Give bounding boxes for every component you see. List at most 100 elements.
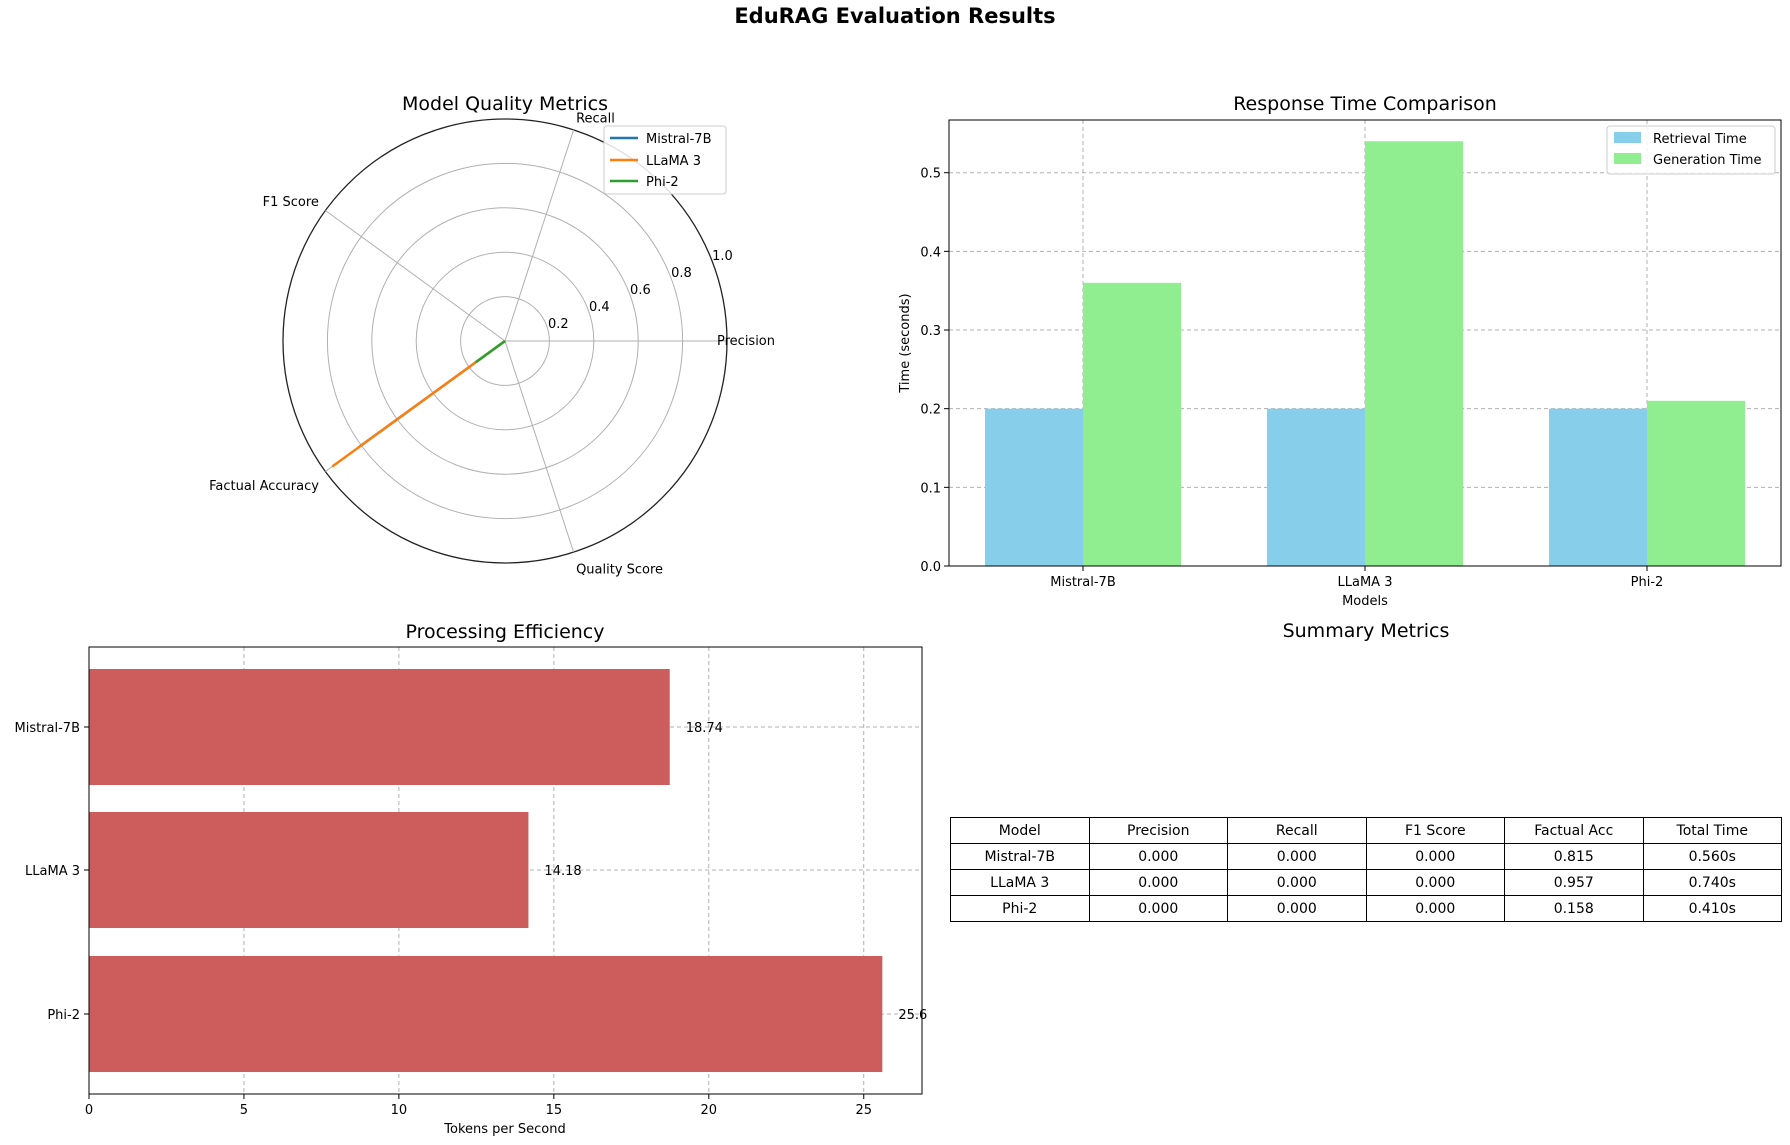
response-time-bars: [985, 141, 1745, 566]
x-tick-label: 15: [546, 1103, 563, 1118]
radar-legend: Mistral-7B LLaMA 3 Phi-2: [603, 125, 727, 195]
bar-generation-time: [1083, 282, 1181, 566]
bar-generation-time: [1365, 141, 1463, 566]
radar-spoke: [325, 210, 506, 342]
bar-retrieval-time: [1549, 408, 1647, 566]
table-cell: 0.000: [1365, 843, 1505, 870]
y-tick-label: 0.4: [920, 245, 941, 260]
response-time-ylabel: Time (seconds): [898, 293, 913, 393]
table-cell: 0.158: [1504, 895, 1644, 922]
response-time-chart-title: Response Time Comparison: [1233, 93, 1497, 115]
radar-chart: Model Quality Metrics 0.2 0.4 0.6 0.8 1.0 Pre…: [209, 93, 775, 578]
table-cell: 0.000: [1227, 895, 1367, 922]
table-cell: 0.740s: [1642, 869, 1782, 896]
legend-label-retrieval: Retrieval Time: [1653, 132, 1747, 147]
y-tick-label: LLaMA 3: [25, 864, 80, 879]
radar-series-line: [331, 339, 506, 468]
radar-chart-title: Model Quality Metrics: [402, 93, 608, 115]
bar-generation-time: [1647, 400, 1745, 566]
radar-ring-label: 0.8: [671, 266, 692, 281]
table-cell: 0.815: [1504, 843, 1644, 870]
radar-axis-label: Quality Score: [576, 563, 663, 578]
table-row: LLaMA 3 0.000 0.000 0.000 0.957 0.740s: [950, 869, 1782, 896]
response-time-legend: Retrieval Time Generation Time: [1606, 125, 1776, 175]
table-cell: 0.000: [1365, 869, 1505, 896]
efficiency-bar: [89, 669, 670, 785]
radar-series-line: [475, 339, 506, 363]
x-tick-label: 5: [240, 1103, 248, 1118]
radar-legend-box: [603, 125, 727, 195]
radar-legend-label-llama: LLaMA 3: [646, 154, 701, 169]
summary-table-header-row: Model Precision Recall F1 Score Factual …: [950, 817, 1782, 844]
radar-legend-label-phi: Phi-2: [646, 175, 679, 190]
summary-table: Model Precision Recall F1 Score Factual …: [950, 817, 1782, 922]
radar-axis-label: F1 Score: [263, 195, 319, 210]
processing-efficiency-bars: [89, 669, 883, 1072]
table-header-cell: Factual Acc: [1504, 817, 1644, 844]
table-cell: 0.000: [1088, 895, 1228, 922]
legend-label-generation: Generation Time: [1653, 153, 1761, 168]
table-cell: 0.000: [1227, 843, 1367, 870]
table-cell: LLaMA 3: [950, 869, 1090, 896]
response-time-xlabel: Models: [1342, 594, 1388, 609]
x-tick-label: 0: [85, 1103, 93, 1118]
y-tick-label: 0.0: [920, 560, 941, 575]
table-cell: Phi-2: [950, 895, 1090, 922]
bar-retrieval-time: [985, 408, 1083, 566]
radar-axis-label: Factual Accuracy: [209, 479, 319, 494]
table-cell: Mistral-7B: [950, 843, 1090, 870]
y-tick-label: 0.2: [920, 403, 941, 418]
processing-efficiency-xlabel: Tokens per Second: [443, 1122, 565, 1137]
response-time-chart: Response Time Comparison 0.0 0.1 0.2 0.3 0.4…: [898, 93, 1782, 609]
bar-value-label: 18.74: [686, 721, 723, 736]
table-header-cell: F1 Score: [1365, 817, 1505, 844]
radar-ring-label: 0.4: [589, 300, 610, 315]
table-cell: 0.410s: [1642, 895, 1782, 922]
table-cell: 0.560s: [1642, 843, 1782, 870]
radar-legend-label-mistral: Mistral-7B: [646, 132, 712, 147]
radar-axis-label: Precision: [717, 334, 775, 349]
x-tick-label: 20: [701, 1103, 718, 1118]
figure-title: EduRAG Evaluation Results: [734, 4, 1056, 28]
legend-swatch-retrieval: [1614, 132, 1641, 143]
radar-ring-label: 1.0: [712, 249, 733, 264]
radar-spoke: [504, 129, 575, 342]
x-tick-label: 10: [391, 1103, 408, 1118]
y-tick-label: 0.1: [920, 481, 941, 496]
x-tick-label: LLaMA 3: [1338, 575, 1393, 590]
bar-value-label: 14.18: [544, 864, 581, 879]
y-tick-label: Mistral-7B: [14, 721, 80, 736]
table-cell: 0.957: [1504, 869, 1644, 896]
radar-ring-label: 0.2: [548, 317, 569, 332]
x-tick-label: Mistral-7B: [1050, 575, 1116, 590]
radar-axis-label: Recall: [576, 111, 615, 126]
processing-efficiency-ticks: 0 5 10 15 20 25 Mistral-7B 18.74 LLaMA 3 14.18 Phi…: [14, 721, 927, 1118]
table-cell: 0.000: [1227, 869, 1367, 896]
response-time-ticks: 0.0 0.1 0.2 0.3 0.4 0.5 Mistral-7B LLaMA 3 Phi-2: [920, 167, 1663, 590]
table-cell: 0.000: [1088, 869, 1228, 896]
radar-series-lines: [331, 339, 506, 468]
table-cell: 0.000: [1088, 843, 1228, 870]
y-tick-label: Phi-2: [47, 1008, 80, 1023]
radar-spoke: [504, 340, 575, 553]
table-header-cell: Precision: [1088, 817, 1228, 844]
table-header-cell: Model: [950, 817, 1090, 844]
table-header-cell: Recall: [1227, 817, 1367, 844]
response-time-legend-box: [1606, 125, 1776, 175]
processing-efficiency-title: Processing Efficiency: [405, 621, 604, 643]
y-tick-label: 0.5: [920, 167, 941, 182]
x-tick-label: 25: [855, 1103, 872, 1118]
summary-table-title: Summary Metrics: [1282, 620, 1450, 642]
table-cell: 0.000: [1365, 895, 1505, 922]
efficiency-bar: [89, 812, 529, 928]
efficiency-bar: [89, 956, 883, 1072]
radar-grid: 0.2 0.4 0.6 0.8 1.0 Precision Recall F1 Score Fa…: [209, 111, 775, 577]
processing-efficiency-chart: Processing Efficiency 0 5 10 15 20 25 Mistral-…: [14, 621, 927, 1137]
bar-value-label: 25.6: [898, 1008, 927, 1023]
legend-swatch-generation: [1614, 153, 1641, 164]
table-row: Phi-2 0.000 0.000 0.000 0.158 0.410s: [950, 895, 1782, 922]
table-header-cell: Total Time: [1642, 817, 1782, 844]
bar-retrieval-time: [1267, 408, 1365, 566]
